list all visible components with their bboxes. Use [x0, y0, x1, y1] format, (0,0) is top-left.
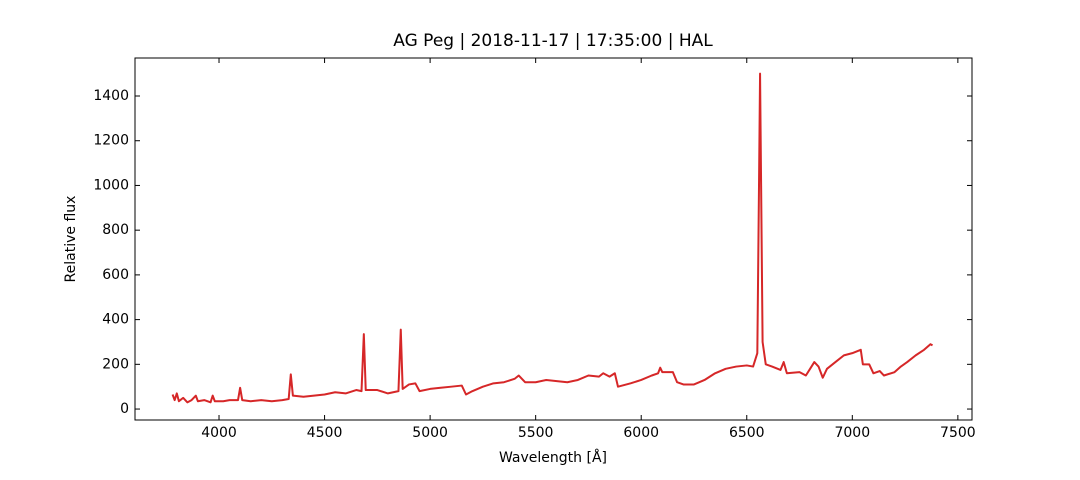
x-tick-label: 5500	[518, 425, 554, 441]
y-tick-label: 400	[102, 312, 129, 328]
y-tick-label: 1200	[93, 133, 129, 149]
spectrum-line	[171, 72, 933, 404]
chart-title: AG Peg | 2018-11-17 | 17:35:00 | HAL	[393, 31, 713, 51]
x-tick-label: 6500	[729, 425, 765, 441]
plot-frame	[134, 57, 973, 421]
y-axis-label: Relative flux	[63, 196, 79, 283]
y-tick-label: 1400	[93, 88, 129, 104]
y-tick-label: 600	[102, 267, 129, 283]
x-tick-label: 7000	[834, 425, 870, 441]
x-tick-label: 7500	[940, 425, 976, 441]
y-tick-label: 800	[102, 222, 129, 238]
x-axis-label: Wavelength [Å]	[499, 449, 607, 466]
y-tick-label: 200	[102, 356, 129, 372]
x-tick-label: 4500	[307, 425, 343, 441]
x-tick-label: 5000	[412, 425, 448, 441]
x-tick-label: 6000	[623, 425, 659, 441]
x-tick-label: 4000	[201, 425, 237, 441]
y-tick-label: 1000	[93, 177, 129, 193]
y-tick-label: 0	[120, 401, 129, 417]
